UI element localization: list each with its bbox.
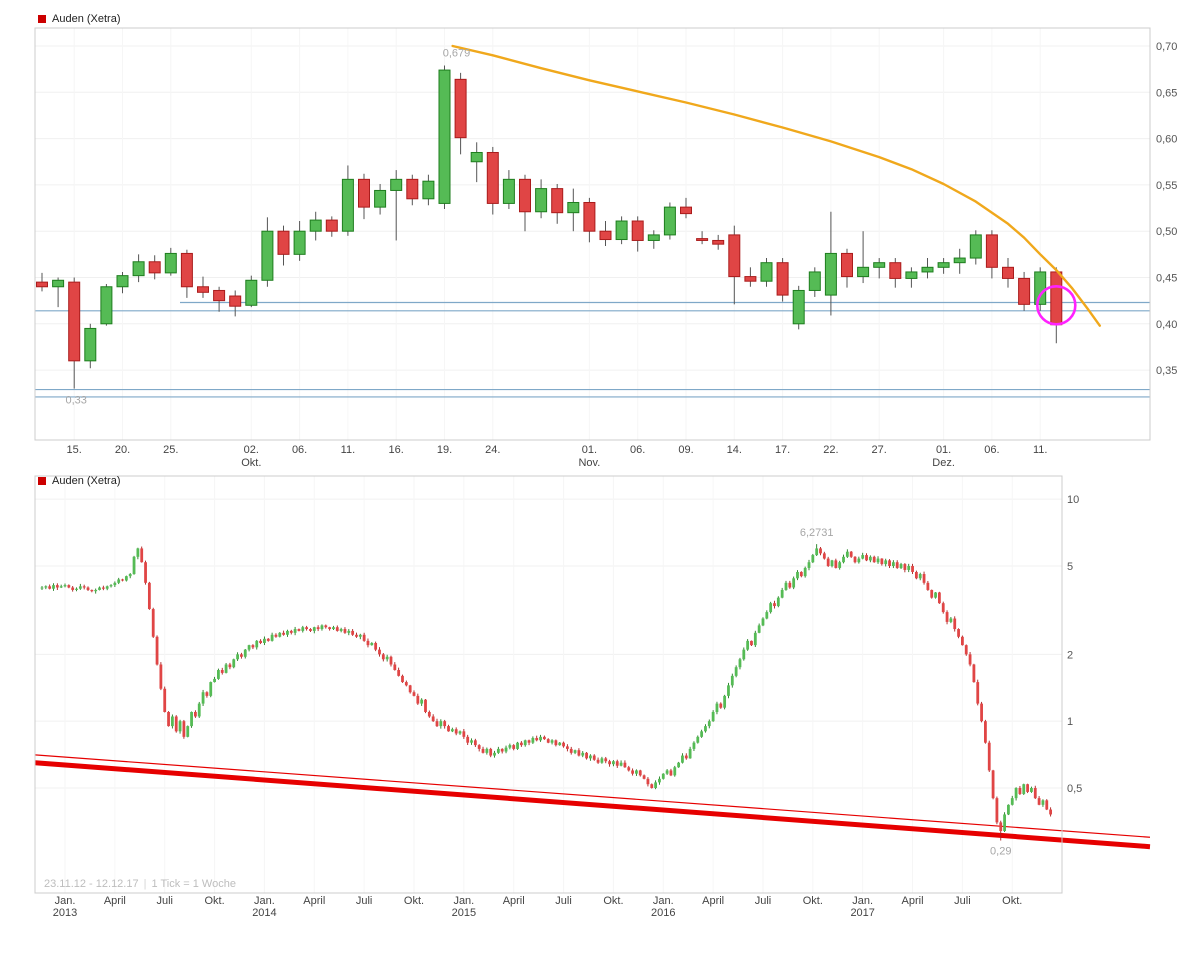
svg-text:0,679: 0,679 bbox=[443, 47, 471, 59]
svg-text:April: April bbox=[503, 895, 525, 907]
svg-text:0,35: 0,35 bbox=[1156, 365, 1177, 377]
svg-text:2016: 2016 bbox=[651, 907, 675, 919]
svg-text:0,40: 0,40 bbox=[1156, 319, 1177, 331]
highlight-circle bbox=[1036, 284, 1077, 326]
svg-text:0,29: 0,29 bbox=[990, 846, 1011, 858]
svg-text:Juli: Juli bbox=[954, 895, 971, 907]
svg-text:0,33: 0,33 bbox=[65, 395, 86, 407]
trend-lines bbox=[34, 754, 1151, 850]
plot-border bbox=[34, 27, 1151, 441]
svg-text:Juli: Juli bbox=[356, 895, 373, 907]
gridlines bbox=[35, 28, 1150, 440]
svg-text:1: 1 bbox=[1067, 716, 1073, 728]
svg-text:11.: 11. bbox=[341, 444, 355, 456]
series-marker-icon bbox=[38, 477, 46, 485]
svg-text:02.: 02. bbox=[244, 444, 259, 456]
svg-text:April: April bbox=[104, 895, 126, 907]
svg-text:Jan.: Jan. bbox=[653, 895, 674, 907]
svg-text:19.: 19. bbox=[437, 444, 452, 456]
svg-text:Juli: Juli bbox=[755, 895, 772, 907]
svg-text:06.: 06. bbox=[292, 444, 307, 456]
svg-text:Jan.: Jan. bbox=[254, 895, 275, 907]
date-range-label: 23.11.12 - 12.12.17 bbox=[44, 878, 139, 890]
svg-text:01.: 01. bbox=[936, 444, 951, 456]
x-axis-labels: 15. 20. 25. 02. 06. 11. 16. 19. 24. 01. 06. 09. 14. 1… bbox=[67, 444, 1048, 469]
series-label: Auden (Xetra) bbox=[52, 475, 121, 487]
svg-text:01.: 01. bbox=[582, 444, 597, 456]
svg-text:25.: 25. bbox=[163, 444, 178, 456]
svg-text:2017: 2017 bbox=[850, 907, 874, 919]
daily-candlestick-chart: 0,679 0,33 0,70 0,65 0,60 0,55 0,50 0,45 0,40 0,3… bbox=[34, 27, 1177, 469]
tick-note-label: 1 Tick = 1 Woche bbox=[151, 878, 236, 890]
chart-range-note: 23.11.12 - 12.12.17 | 1 Tick = 1 Woche bbox=[44, 878, 236, 890]
svg-text:06.: 06. bbox=[630, 444, 645, 456]
svg-text:5: 5 bbox=[1067, 561, 1073, 573]
svg-text:Juli: Juli bbox=[555, 895, 572, 907]
svg-text:0,5: 0,5 bbox=[1067, 783, 1082, 795]
candles-group bbox=[36, 65, 1063, 389]
svg-text:14.: 14. bbox=[727, 444, 742, 456]
svg-text:Jan.: Jan. bbox=[453, 895, 474, 907]
svg-text:April: April bbox=[702, 895, 724, 907]
svg-text:Okt.: Okt. bbox=[404, 895, 424, 907]
annotations: 0,679 0,33 bbox=[65, 47, 470, 406]
svg-text:0,60: 0,60 bbox=[1156, 134, 1177, 146]
daily-chart-legend: Auden (Xetra) bbox=[38, 13, 120, 25]
separator: | bbox=[143, 878, 147, 890]
svg-text:20.: 20. bbox=[115, 444, 130, 456]
svg-text:Okt.: Okt. bbox=[204, 895, 224, 907]
svg-text:Nov.: Nov. bbox=[578, 457, 600, 469]
weekly-chart-legend: Auden (Xetra) bbox=[38, 475, 120, 487]
svg-text:06.: 06. bbox=[984, 444, 999, 456]
svg-text:April: April bbox=[303, 895, 325, 907]
svg-text:2: 2 bbox=[1067, 649, 1073, 661]
svg-text:Dez.: Dez. bbox=[932, 457, 955, 469]
support-lines bbox=[35, 301, 1150, 398]
series-label: Auden (Xetra) bbox=[52, 13, 121, 25]
svg-text:27.: 27. bbox=[872, 444, 887, 456]
svg-text:16.: 16. bbox=[389, 444, 404, 456]
svg-text:Okt.: Okt. bbox=[1002, 895, 1022, 907]
candles-group bbox=[40, 544, 1053, 841]
svg-text:22.: 22. bbox=[823, 444, 838, 456]
plot-border bbox=[34, 475, 1063, 894]
svg-text:April: April bbox=[902, 895, 924, 907]
svg-text:0,70: 0,70 bbox=[1156, 41, 1177, 53]
svg-text:10: 10 bbox=[1067, 494, 1079, 506]
svg-text:0,50: 0,50 bbox=[1156, 226, 1177, 238]
svg-text:0,65: 0,65 bbox=[1156, 87, 1177, 99]
svg-text:11.: 11. bbox=[1033, 444, 1047, 456]
svg-text:0,55: 0,55 bbox=[1156, 180, 1177, 192]
svg-text:24.: 24. bbox=[485, 444, 500, 456]
svg-text:Jan.: Jan. bbox=[55, 895, 76, 907]
svg-text:0,45: 0,45 bbox=[1156, 273, 1177, 285]
svg-text:09.: 09. bbox=[678, 444, 693, 456]
y-axis-labels: 0,70 0,65 0,60 0,55 0,50 0,45 0,40 0,35 bbox=[1156, 41, 1177, 377]
svg-text:2014: 2014 bbox=[252, 907, 276, 919]
trend-curve bbox=[451, 44, 1102, 327]
svg-text:6,2731: 6,2731 bbox=[800, 527, 834, 539]
svg-text:Okt.: Okt. bbox=[803, 895, 823, 907]
svg-text:2015: 2015 bbox=[452, 907, 476, 919]
svg-text:Okt.: Okt. bbox=[603, 895, 623, 907]
svg-text:Jan.: Jan. bbox=[852, 895, 873, 907]
annotations: 6,2731 0,29 bbox=[800, 527, 1012, 857]
svg-text:Juli: Juli bbox=[156, 895, 173, 907]
svg-text:17.: 17. bbox=[775, 444, 790, 456]
y-axis-labels: 10 5 2 1 0,5 bbox=[1067, 494, 1082, 795]
svg-text:15.: 15. bbox=[67, 444, 82, 456]
svg-text:2013: 2013 bbox=[53, 907, 77, 919]
svg-text:Okt.: Okt. bbox=[241, 457, 261, 469]
series-marker-icon bbox=[38, 15, 46, 23]
